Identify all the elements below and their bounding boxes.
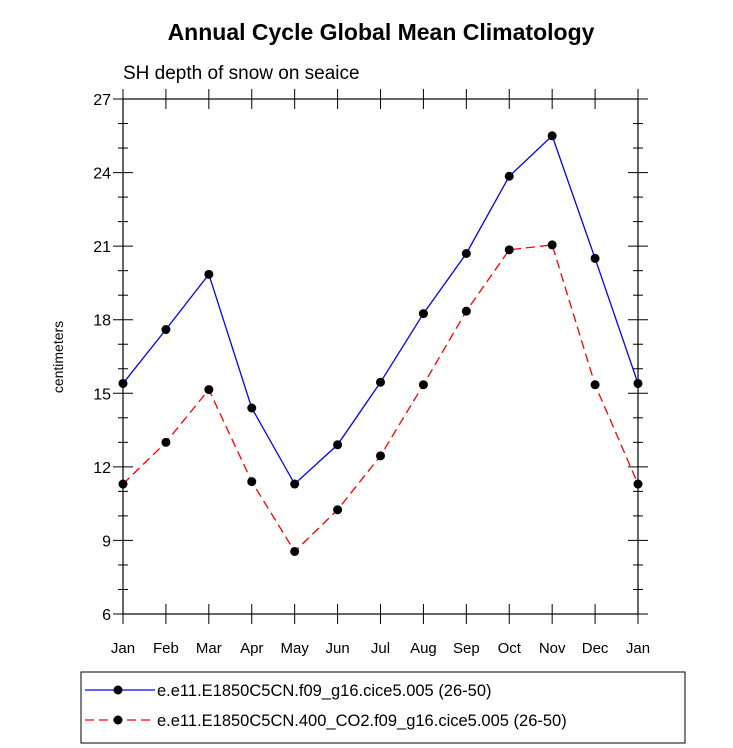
series-1-point [290,479,300,489]
y-tick-label: 12 [93,460,111,477]
legend-label-2: e.e11.E1850C5CN.400_CO2.f09_g16.cice5.00… [157,712,567,730]
x-tick-label: Jun [325,640,349,657]
series-1-line [122,134,639,486]
series-2-point [290,546,300,556]
x-tick-label: Jan [111,640,135,657]
series-1-point [461,249,471,258]
x-tick-label: Jan [626,640,650,657]
series-2-line [122,244,639,553]
x-tick-label: Apr [240,640,263,657]
x-tick-label: Jul [371,640,390,657]
x-tick-label: Aug [410,640,437,657]
legend-marker-1 [113,685,123,695]
series-2-point [504,245,514,255]
x-tick-label: Mar [196,640,222,657]
series-1-point [118,378,128,388]
series-1-point [633,378,643,388]
chart-subtitle: SH depth of snow on seaice [123,63,360,84]
series-1-point [376,377,385,387]
x-tick-label: Feb [153,640,179,657]
series-1-point [247,403,257,413]
x-tick-label: Sep [453,640,480,657]
y-tick-label: 21 [93,239,111,256]
y-tick-label: 15 [93,386,111,403]
series-layer [118,131,643,556]
series-2-point [247,477,257,487]
series-2-point [376,451,385,461]
series-1-point [547,131,557,141]
legend-label-1: e.e11.E1850C5CN.f09_g16.cice5.005 (26-50… [157,682,492,700]
legend-marker-2 [113,715,123,725]
legend-box [80,671,686,744]
series-2-point [547,240,557,250]
series-2-point [204,385,214,395]
series-1-point [161,325,171,335]
series-2-point [161,437,171,447]
series-1-point [504,171,514,181]
series-2-point [333,505,343,515]
legend: e.e11.E1850C5CN.f09_g16.cice5.005 (26-50… [80,671,686,744]
axis-ticks: 6 9 12 15 18 21 24 27 Jan Feb Mar Apr May Jun Jul Aug Se… [93,89,650,657]
series-1-point [590,253,600,263]
chart-title: Annual Cycle Global Mean Climatology [168,19,595,45]
plot-frame [122,98,639,615]
y-tick-label: 9 [102,533,111,550]
y-tick-label: 18 [93,313,111,330]
series-1-point [418,309,428,319]
y-tick-label: 24 [93,166,111,183]
y-tick-label: 6 [102,607,111,624]
x-tick-label: Dec [582,640,609,657]
series-1-point [204,269,214,279]
y-tick-label: 27 [93,92,111,109]
y-axis-label: centimeters [50,321,66,393]
series-2-point [461,306,471,316]
series-2-point [118,479,128,489]
series-2-point [633,479,643,489]
series-2-point [418,380,428,390]
series-1-point [333,440,343,450]
x-tick-label: Oct [498,640,522,657]
series-2-point [590,380,600,390]
x-tick-label: May [280,640,309,657]
x-tick-label: Nov [539,640,566,657]
